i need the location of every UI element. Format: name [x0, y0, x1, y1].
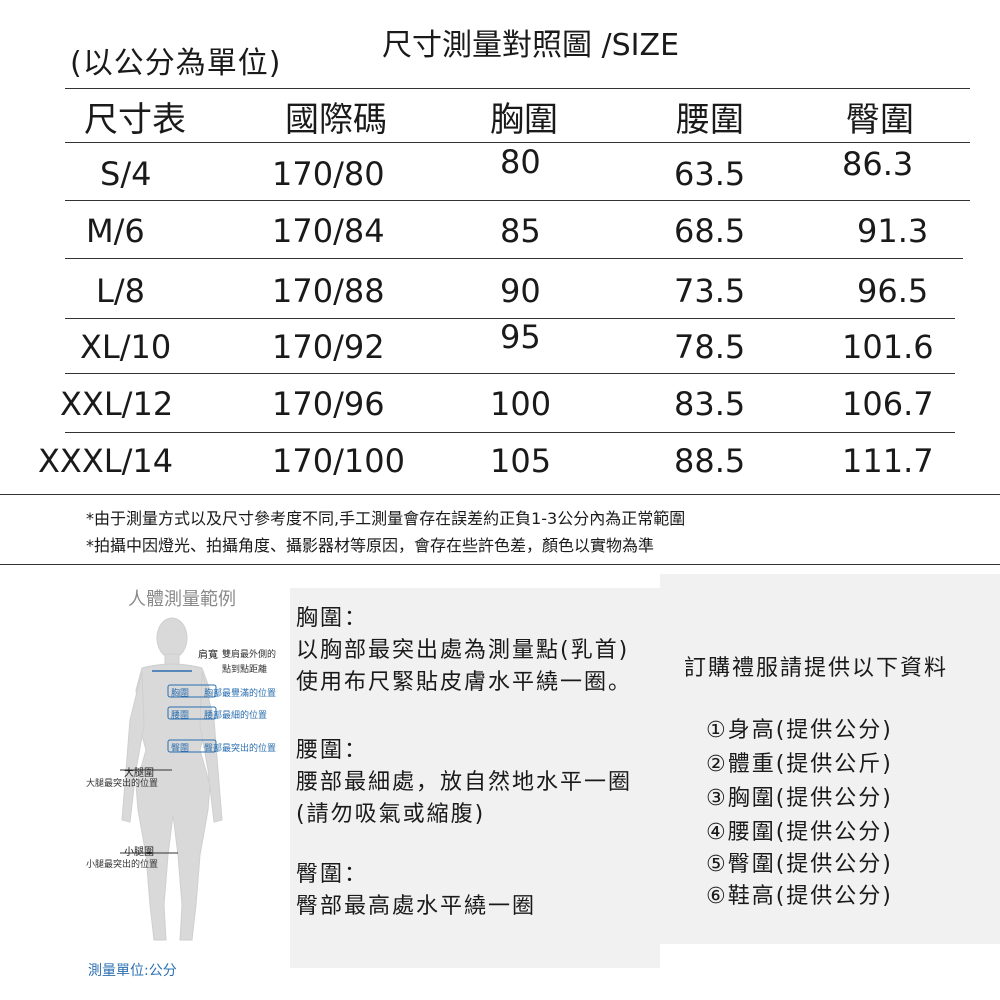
- hip-figure-label: 臀圍: [171, 744, 190, 754]
- measurement-error-note: *由于測量方式以及尺寸參考度不同,手工測量會存在誤差約正負1-3公分內為正常範圍: [86, 509, 686, 528]
- order-info-title: 訂購禮服請提供以下資料: [684, 656, 949, 681]
- row-rule: [65, 258, 963, 259]
- hip-heading: 臀圍：: [296, 862, 369, 887]
- measurement-unit: 測量單位:公分: [88, 963, 177, 979]
- waist-figure-label: 腰圍: [171, 711, 190, 721]
- hip-cell: 101.6: [842, 328, 934, 366]
- waist-cell: 73.5: [674, 272, 746, 310]
- col-header-size: 尺寸表: [84, 100, 186, 140]
- chest-heading: 胸圍：: [296, 606, 369, 631]
- size-cell: L/8: [96, 272, 145, 310]
- table-header-rule: [65, 142, 970, 143]
- instructions-panel: [290, 588, 660, 968]
- order-info-panel: [660, 574, 1000, 944]
- size-cell: XL/10: [80, 328, 172, 366]
- intl-code-cell: 170/80: [272, 155, 385, 193]
- intl-code-cell: 170/84: [272, 212, 385, 250]
- row-rule: [65, 318, 955, 319]
- size-cell: S/4: [100, 155, 152, 193]
- thigh-figure-label: 大腿圍: [124, 768, 154, 779]
- waist-cell: 78.5: [674, 328, 746, 366]
- table-top-rule: [65, 88, 970, 89]
- thigh-figure-desc: 大腿最突出的位置: [86, 779, 159, 789]
- intl-code-cell: 170/88: [272, 272, 385, 310]
- chest-cell: 105: [490, 442, 552, 480]
- calf-figure-label: 小腿圍: [124, 847, 154, 858]
- waist-heading: 腰圍：: [296, 738, 369, 763]
- shoulder-label: 肩寬: [198, 650, 218, 661]
- size-cell: M/6: [86, 212, 145, 250]
- order-info-item: ④腰圍(提供公分): [706, 820, 893, 845]
- col-header-waist: 腰圍: [676, 100, 744, 140]
- chest-instruction-2: 使用布尺緊貼皮膚水平繞一圈。: [296, 670, 633, 695]
- chest-cell: 100: [490, 385, 552, 423]
- body-example-title: 人體測量範例: [128, 589, 236, 610]
- intl-code-cell: 170/96: [272, 385, 385, 423]
- size-cell: XXL/12: [60, 385, 174, 423]
- shoulder-desc-1: 雙肩最外側的: [222, 650, 277, 660]
- shoulder-desc-2: 點到點距離: [222, 665, 268, 675]
- hip-cell: 91.3: [857, 212, 929, 250]
- chest-figure-desc: 胸部最豐滿的位置: [204, 689, 277, 699]
- calf-figure-desc: 小腿最突出的位置: [86, 860, 159, 870]
- hip-cell: 96.5: [857, 272, 929, 310]
- waist-cell: 63.5: [674, 155, 746, 193]
- waist-cell: 68.5: [674, 212, 746, 250]
- size-cell: XXXL/14: [38, 442, 174, 480]
- waist-cell: 83.5: [674, 385, 746, 423]
- hip-instruction-1: 臀部最高處水平繞一圈: [296, 894, 537, 919]
- order-info-item: ①身高(提供公分): [706, 718, 893, 743]
- col-header-intl-code: 國際碼: [285, 100, 387, 140]
- waist-figure-desc: 腰部最細的位置: [204, 711, 268, 721]
- col-header-hip: 臀圍: [846, 100, 914, 140]
- hip-figure-desc: 臀部最突出的位置: [204, 744, 277, 754]
- chest-cell: 85: [500, 212, 541, 250]
- col-header-chest: 胸圍: [490, 100, 558, 140]
- chest-cell: 90: [500, 272, 541, 310]
- row-rule: [65, 432, 955, 433]
- table-bottom-rule: [0, 494, 1000, 495]
- intl-code-cell: 170/100: [272, 442, 405, 480]
- chest-figure-label: 胸圍: [171, 689, 190, 699]
- row-rule: [65, 373, 955, 374]
- order-info-item: ⑤臀圍(提供公分): [706, 852, 893, 877]
- page-title: 尺寸測量對照圖 /SIZE: [382, 28, 680, 63]
- notes-bottom-rule: [0, 564, 1000, 565]
- waist-cell: 88.5: [674, 442, 746, 480]
- waist-instruction-2: (請勿吸氣或縮腹): [296, 802, 486, 827]
- hip-cell: 106.7: [842, 385, 934, 423]
- order-info-item: ⑥鞋高(提供公分): [706, 884, 893, 909]
- order-info-item: ②體重(提供公斤): [706, 752, 893, 777]
- hip-cell: 111.7: [842, 442, 934, 480]
- intl-code-cell: 170/92: [272, 328, 385, 366]
- waist-instruction-1: 腰部最細處，放自然地水平一圈: [296, 770, 633, 795]
- chest-instruction-1: 以胸部最突出處為測量點(乳首): [296, 638, 630, 663]
- chest-cell: 95: [500, 318, 541, 356]
- body-silhouette-figure: [120, 617, 223, 941]
- chest-cell: 80: [500, 143, 541, 181]
- color-difference-note: *拍攝中因燈光、拍攝角度、攝影器材等原因，會存在些許色差，顏色以實物為準: [86, 536, 655, 555]
- hip-cell: 86.3: [842, 145, 914, 183]
- order-info-item: ③胸圍(提供公分): [706, 786, 893, 811]
- row-rule: [65, 200, 970, 201]
- unit-note: (以公分為單位): [70, 46, 282, 81]
